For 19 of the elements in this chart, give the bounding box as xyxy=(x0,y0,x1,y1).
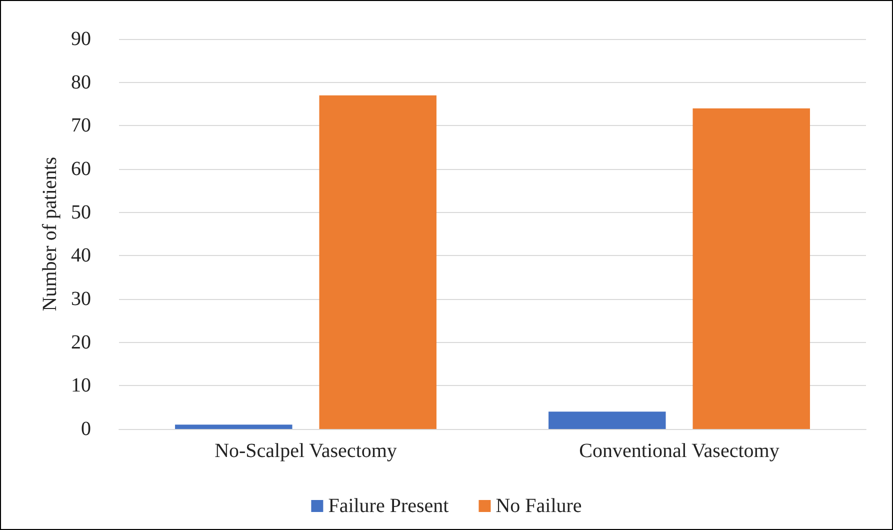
y-tick-label: 60 xyxy=(71,158,91,180)
legend-label: Failure Present xyxy=(328,495,450,517)
legend-label: No Failure xyxy=(496,495,582,517)
bar xyxy=(548,412,666,429)
x-tick-label: Conventional Vasectomy xyxy=(579,440,780,462)
y-tick-label: 10 xyxy=(71,374,91,397)
x-tick-label: No-Scalpel Vasectomy xyxy=(214,440,397,462)
bar xyxy=(692,108,810,429)
y-axis-title: Number of patients xyxy=(39,156,62,312)
y-tick-label: 20 xyxy=(71,331,91,354)
y-tick-label: 70 xyxy=(71,114,91,137)
bar xyxy=(175,424,292,429)
y-tick-label: 30 xyxy=(71,288,91,310)
y-tick-label: 80 xyxy=(71,71,91,94)
y-tick-label: 0 xyxy=(81,418,91,440)
y-tick-label: 40 xyxy=(71,244,91,267)
y-tick-label: 90 xyxy=(71,28,91,50)
bar xyxy=(319,95,436,429)
y-tick-label: 50 xyxy=(71,201,91,224)
